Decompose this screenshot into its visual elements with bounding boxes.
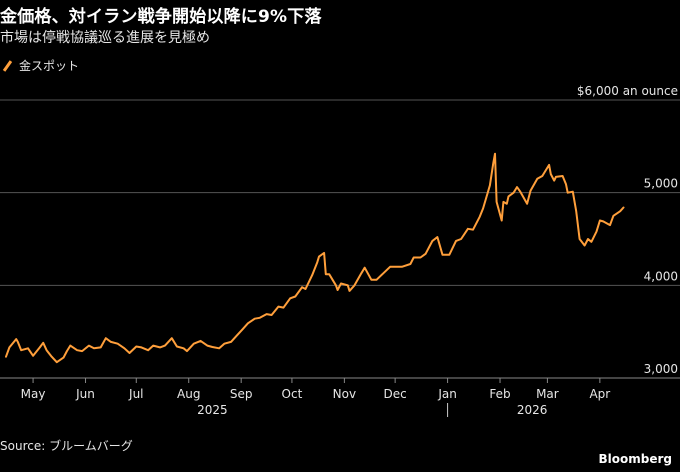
y-tick-label-4000: 4,000: [644, 269, 678, 283]
x-tick-label-Dec: Dec: [384, 387, 407, 401]
x-tick-label-Sep: Sep: [230, 387, 253, 401]
legend-label: 金スポット: [19, 59, 80, 73]
source-note: Source: ブルームバーグ: [0, 439, 133, 453]
x-tick-label-Nov: Nov: [333, 387, 356, 401]
bloomberg-logo: Bloomberg: [598, 452, 673, 466]
x-tick-label-Aug: Aug: [177, 387, 200, 401]
year-label-2025: 2025: [197, 403, 228, 417]
x-tick-label-Jan: Jan: [437, 387, 457, 401]
x-tick-label-Jul: Jul: [128, 387, 143, 401]
chart-title: 金価格、対イラン戦争開始以降に9%下落: [0, 7, 322, 27]
x-tick-label-Mar: Mar: [536, 387, 559, 401]
x-tick-label-Oct: Oct: [282, 387, 303, 401]
x-tick-label-May: May: [21, 387, 46, 401]
x-tick-label-Jun: Jun: [75, 387, 95, 401]
year-label-2026: 2026: [517, 403, 548, 417]
series-line-0: [5, 152, 625, 364]
x-tick-label-Apr: Apr: [589, 387, 610, 401]
x-tick-label-Feb: Feb: [489, 387, 510, 401]
y-tick-label-6000: $6,000 an ounce: [577, 84, 678, 98]
legend: 金スポット: [2, 57, 79, 74]
y-tick-label-5000: 5,000: [644, 177, 678, 191]
y-tick-label-3000: 3,000: [644, 362, 678, 376]
chart-subtitle: 市場は停戦協議巡る進展を見極め: [0, 30, 210, 46]
